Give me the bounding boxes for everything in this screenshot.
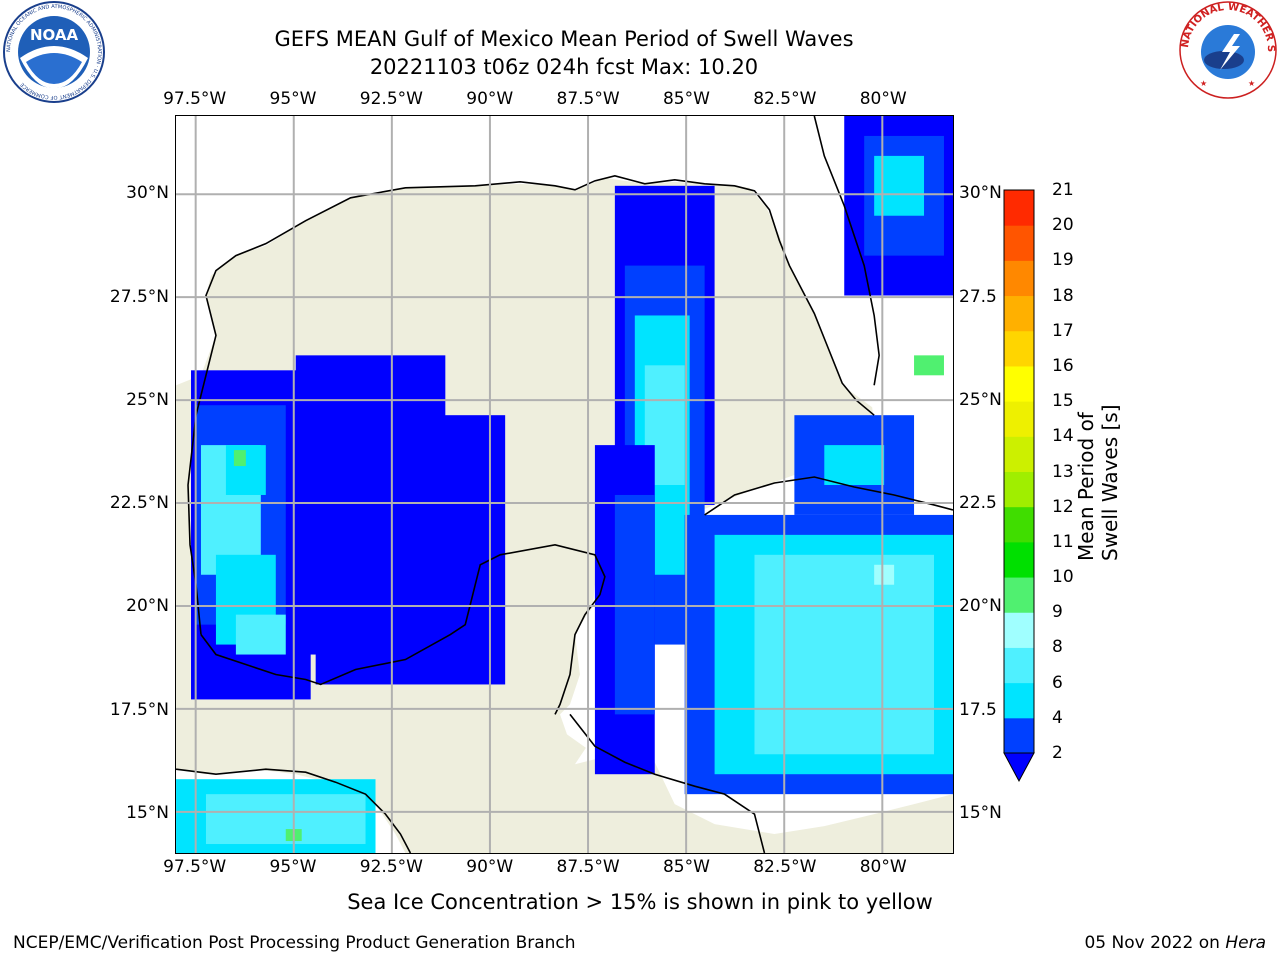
swell-period-cell: [824, 445, 885, 485]
colorbar-swatch: [1004, 541, 1034, 578]
colorbar-swatch: [1004, 190, 1034, 226]
colorbar-tick-label: 20: [1052, 215, 1074, 236]
swell-period-cell: [233, 450, 246, 467]
lat-label-left: 17.5°N: [109, 699, 169, 720]
colorbar-tick-label: 9: [1052, 602, 1063, 623]
swell-period-cell: [614, 494, 655, 715]
colorbar-swatch: [1004, 295, 1034, 332]
lat-label-right: 30°N: [959, 183, 1002, 204]
lon-label-bottom: 95°W: [269, 857, 317, 877]
lon-label-top: 90°W: [466, 89, 514, 109]
colorbar-under-arrow: [1003, 752, 1035, 783]
colorbar-tick-label: 6: [1052, 672, 1063, 693]
colorbar-tick-label: 16: [1052, 355, 1074, 376]
colorbar-tick-label: 12: [1052, 496, 1074, 517]
colorbar-tick-label: 2: [1052, 743, 1063, 763]
colorbar-tick-label: 10: [1052, 567, 1074, 588]
swell-period-map: [175, 115, 954, 854]
lat-label-right: 20°N: [959, 596, 1002, 617]
lon-label-bottom: 92.5°W: [359, 857, 423, 877]
lat-label-right: 25°N: [959, 389, 1002, 410]
lat-label-right: 17.5: [959, 699, 997, 720]
graticule: [176, 116, 953, 853]
footer-date-text: 05 Nov 2022 on: [1084, 933, 1226, 953]
colorbar-swatch: [1004, 365, 1034, 402]
lon-label-bottom: 80°W: [859, 857, 907, 877]
colorbar-tick-label: 13: [1052, 461, 1074, 482]
lat-label-left: 25°N: [126, 389, 169, 410]
lat-label-right: 27.5: [959, 286, 997, 307]
colorbar-tick-label: 21: [1052, 180, 1074, 200]
lon-label-top: 92.5°W: [359, 89, 423, 109]
svg-text:★: ★: [1200, 79, 1207, 88]
coastline: [176, 116, 953, 853]
colorbar-tick-label: 14: [1052, 426, 1074, 447]
colorbar-swatch: [1004, 471, 1034, 508]
lat-label-left: 22.5°N: [109, 493, 169, 514]
colorbar-swatch: [1004, 682, 1034, 719]
colorbar-swatch: [1004, 506, 1034, 543]
lat-label-left: 15°N: [126, 802, 169, 823]
footer-branch: NCEP/EMC/Verification Post Processing Pr…: [13, 933, 576, 953]
colorbar-swatch: [1004, 260, 1034, 297]
footer-machine: Hera: [1225, 933, 1266, 953]
colorbar-tick-label: 11: [1052, 531, 1074, 552]
lon-label-top: 97.5°W: [163, 89, 227, 109]
svg-text:★: ★: [1248, 79, 1255, 88]
colorbar-tick-label: 8: [1052, 637, 1063, 658]
swell-period-cell: [754, 554, 934, 755]
lon-label-top: 87.5°W: [556, 89, 620, 109]
lon-label-bottom: 82.5°W: [753, 857, 817, 877]
lat-label-right: 15°N: [959, 802, 1002, 823]
lon-label-top: 85°W: [662, 89, 710, 109]
colorbar-swatch: [1004, 401, 1034, 437]
map-title: GEFS MEAN Gulf of Mexico Mean Period of …: [274, 27, 854, 51]
colorbar-swatch: [1004, 647, 1034, 684]
lon-label-bottom: 87.5°W: [556, 857, 620, 877]
swell-period-cell: [205, 794, 366, 845]
colorbar-tick-label: 15: [1052, 391, 1074, 412]
lon-label-top: 80°W: [859, 89, 907, 109]
lon-label-bottom: 85°W: [662, 857, 710, 877]
colorbar: [1003, 189, 1035, 783]
colorbar-tick-label: 4: [1052, 707, 1063, 728]
lat-label-left: 27.5°N: [109, 286, 169, 307]
colorbar-swatch: [1004, 436, 1034, 472]
noaa-logo: NATIONAL OCEANIC AND ATMOSPHERIC ADMINIS…: [3, 1, 105, 103]
footer-date: 05 Nov 2022 on Hera: [1084, 933, 1266, 953]
sea-ice-note: Sea Ice Concentration > 15% is shown in …: [347, 890, 933, 914]
colorbar-swatch: [1004, 612, 1034, 648]
lon-label-bottom: 90°W: [466, 857, 514, 877]
colorbar-swatch: [1004, 717, 1034, 754]
lon-label-bottom: 97.5°W: [163, 857, 227, 877]
lat-label-left: 30°N: [126, 183, 169, 204]
lat-label-left: 20°N: [126, 596, 169, 617]
noaa-text: NOAA: [30, 26, 79, 44]
colorbar-swatch: [1004, 225, 1034, 261]
colorbar-swatch: [1004, 577, 1034, 613]
swell-period-cell: [235, 614, 286, 655]
colorbar-title: Mean Period of Swell Waves [s]: [1074, 404, 1122, 561]
swell-period-cell: [315, 415, 506, 685]
colorbar-swatch: [1004, 330, 1034, 367]
colorbar-tick-label: 19: [1052, 250, 1074, 271]
swell-period-cell: [874, 564, 895, 585]
colorbar-tick-label: 18: [1052, 285, 1074, 306]
map-subtitle: 20221103 t06z 024h fcst Max: 10.20: [369, 55, 759, 79]
nws-logo: NATIONAL WEATHER SERVICE ★ ★: [1178, 0, 1277, 99]
lon-label-top: 95°W: [269, 89, 317, 109]
lat-label-right: 22.5: [959, 493, 997, 514]
swell-period-cell: [914, 355, 944, 376]
lon-label-top: 82.5°W: [753, 89, 817, 109]
colorbar-tick-label: 17: [1052, 320, 1074, 341]
